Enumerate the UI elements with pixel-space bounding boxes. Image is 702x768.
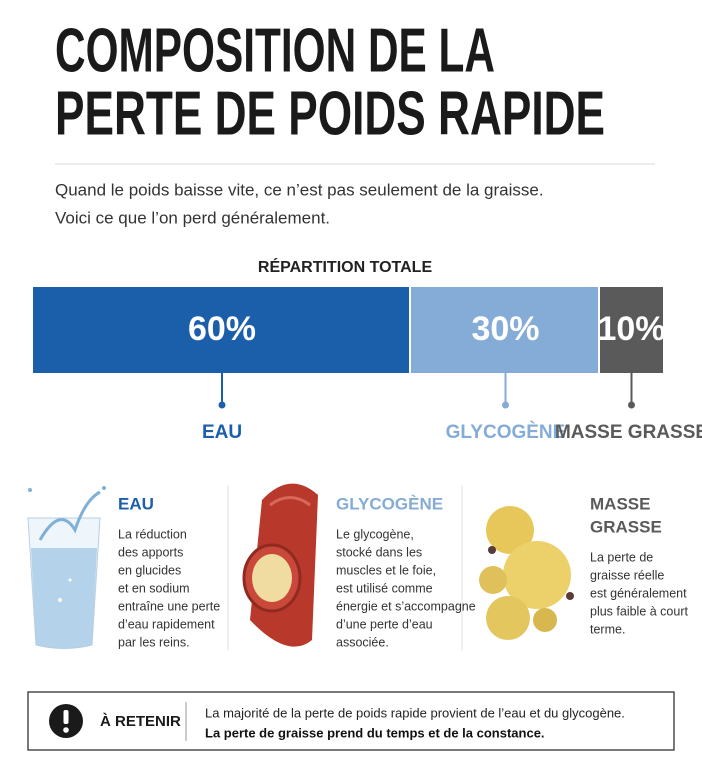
card-text: graisse réelle <box>590 568 664 582</box>
card-text: plus faible à court <box>590 604 689 618</box>
card-text: par les reins. <box>118 635 190 649</box>
card-text: des apports <box>118 545 183 559</box>
category-label: MASSE GRASSE <box>555 422 702 443</box>
value-label: 10% <box>597 310 665 348</box>
card-text: Le glycogène, <box>336 527 414 541</box>
card-text: associée. <box>336 635 389 649</box>
card-title: GLYCOGÈNE <box>336 494 443 513</box>
takeaway-label: À RETENIR <box>100 713 181 730</box>
intro-line: Quand le poids baisse vite, ce n’est pas… <box>55 180 544 199</box>
title-line: PERTE DE POIDS RAPIDE <box>55 79 605 148</box>
card-text: terme. <box>590 622 625 636</box>
bar-segment <box>33 287 409 373</box>
category-label: EAU <box>202 422 242 443</box>
card-text: muscles et le foie, <box>336 563 436 577</box>
card-title: GRASSE <box>590 517 662 536</box>
card-text: en glucides <box>118 563 181 577</box>
value-label: 30% <box>471 310 539 348</box>
card-text: stocké dans les <box>336 545 422 559</box>
fat-cells-illustration <box>479 506 574 640</box>
title-line: COMPOSITION DE LA <box>55 16 495 85</box>
value-label: 60% <box>188 310 256 348</box>
intro-line: Voici ce que l’on perd généralement. <box>55 208 330 227</box>
connector-dot <box>628 401 635 409</box>
card-text: La perte de <box>590 550 653 564</box>
alert-icon-dot <box>63 727 69 733</box>
card-text: La réduction <box>118 527 187 541</box>
card-text: et en sodium <box>118 581 190 595</box>
card-title: MASSE <box>590 494 650 513</box>
card-text: entraîne une perte <box>118 599 220 613</box>
takeaway-box <box>27 691 675 751</box>
connector-dot <box>502 401 509 409</box>
card-text: d’eau rapidement <box>118 617 215 631</box>
bar-segment <box>411 287 598 373</box>
card-text: est utilisé comme <box>336 581 433 595</box>
card-text: d’une perte d’eau <box>336 617 433 631</box>
connector-dot <box>218 401 226 409</box>
water-glass-illustration <box>27 486 106 649</box>
takeaway-line: La majorité de la perte de poids rapide … <box>205 705 625 720</box>
card-text: énergie et s’accompagne <box>336 599 476 613</box>
card-title: EAU <box>118 494 154 513</box>
bar-segment <box>600 287 663 373</box>
category-label: GLYCOGÈNE <box>446 421 566 443</box>
muscle-illustration <box>242 483 318 647</box>
chart-title: RÉPARTITION TOTALE <box>258 257 433 276</box>
card-text: est généralement <box>590 586 687 600</box>
takeaway-line: La perte de graisse prend du temps et de… <box>205 725 545 740</box>
alert-icon-bar <box>63 710 69 724</box>
